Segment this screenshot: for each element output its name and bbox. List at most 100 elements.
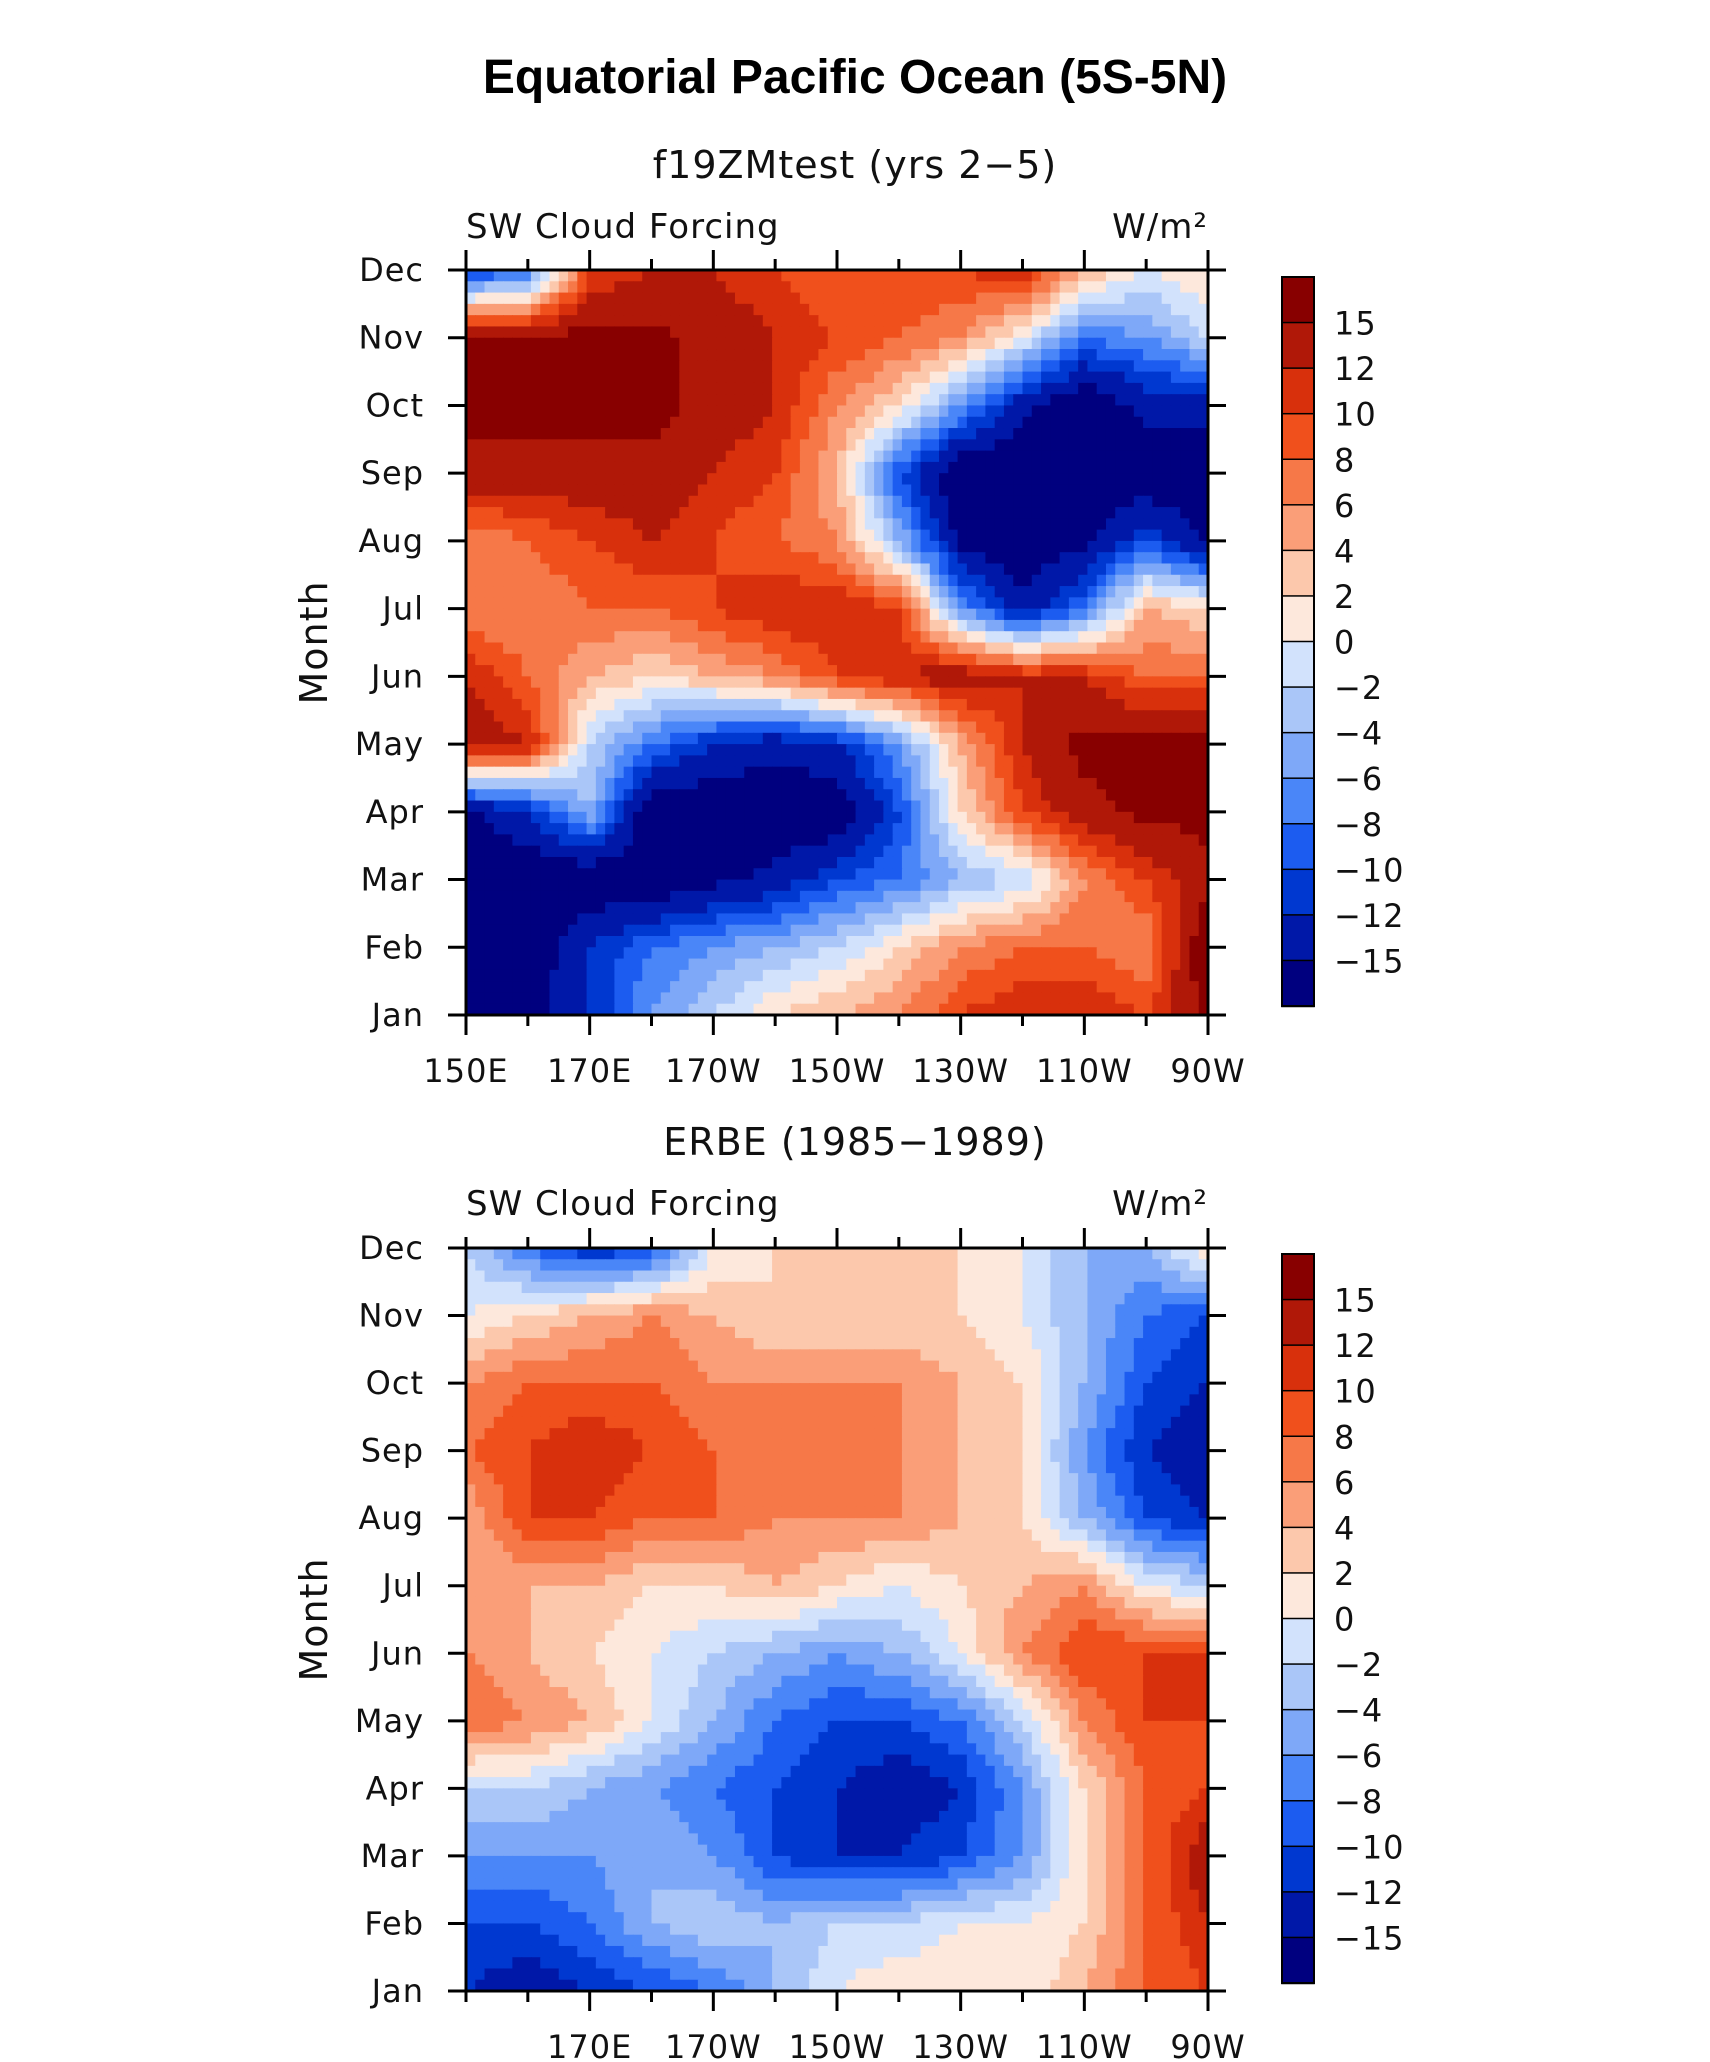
contour-cell: [716, 337, 727, 350]
contour-cell: [957, 902, 968, 915]
contour-cell: [642, 349, 653, 361]
contour-cell: [1180, 416, 1191, 429]
contour-cell: [688, 823, 699, 835]
contour-cell: [1013, 698, 1024, 711]
contour-cell: [892, 473, 903, 486]
contour-cell: [651, 270, 662, 282]
contour-cell: [1170, 879, 1181, 892]
contour-cell: [911, 382, 922, 395]
contour-cell: [1143, 405, 1153, 418]
contour-cell: [1003, 281, 1014, 294]
contour-cell: [799, 890, 810, 903]
contour-cell: [920, 800, 931, 813]
contour-cell: [837, 597, 847, 610]
contour-cell: [642, 653, 653, 666]
contour-cell: [632, 687, 643, 700]
contour-cell: [475, 292, 486, 305]
contour-cell: [660, 879, 671, 892]
contour-cell: [512, 676, 523, 689]
contour-cell: [985, 394, 996, 407]
contour-cell: [586, 687, 597, 700]
contour-cell: [549, 461, 560, 474]
contour-cell: [549, 879, 560, 892]
contour-cell: [939, 461, 949, 474]
contour-cell: [568, 789, 578, 802]
contour-cell: [484, 461, 495, 474]
contour-cell: [883, 461, 894, 474]
contour-cell: [512, 732, 523, 745]
contour-cell: [920, 710, 931, 723]
contour-cell: [855, 890, 866, 903]
contour-cell: [688, 947, 699, 960]
contour-cell: [948, 935, 959, 948]
contour-cell: [586, 744, 597, 756]
contour-cell: [772, 845, 782, 858]
contour-cell: [670, 642, 680, 655]
contour-cell: [920, 270, 931, 282]
contour-cell: [1152, 371, 1163, 384]
contour-cell: [939, 665, 949, 677]
contour-cell: [929, 337, 940, 350]
contour-cell: [623, 326, 634, 339]
contour-cell: [568, 766, 578, 779]
contour-cell: [1143, 461, 1153, 474]
contour-cell: [1013, 811, 1024, 824]
contour-cell: [725, 495, 736, 508]
contour-cell: [1170, 473, 1181, 486]
contour-cell: [1189, 653, 1200, 666]
contour-cell: [892, 676, 903, 689]
contour-cell: [855, 326, 866, 339]
contour-cell: [1068, 845, 1079, 858]
contour-cell: [1050, 586, 1061, 598]
contour-cell: [781, 924, 792, 937]
contour-cell: [734, 744, 745, 756]
contour-cell: [605, 687, 616, 700]
contour-cell: [605, 608, 616, 621]
contour-cell: [1133, 890, 1144, 903]
contour-cell: [892, 811, 903, 824]
contour-cell: [948, 281, 959, 294]
contour-cell: [530, 924, 541, 937]
contour-cell: [1041, 834, 1051, 847]
contour-cell: [1161, 619, 1172, 632]
contour-cell: [1161, 732, 1172, 745]
contour-cell: [540, 619, 551, 632]
contour-cell: [846, 811, 857, 824]
contour-cell: [901, 326, 912, 339]
contour-cell: [1152, 563, 1163, 576]
contour-cell: [503, 935, 513, 948]
contour-cell: [762, 473, 773, 486]
contour-cell: [651, 653, 662, 666]
contour-cell: [558, 958, 569, 971]
contour-cell: [994, 619, 1005, 632]
contour-cell: [1096, 789, 1107, 802]
contour-cell: [1087, 507, 1098, 519]
contour-cell: [577, 337, 588, 350]
contour-cell: [605, 416, 616, 429]
contour-cell: [1078, 405, 1089, 418]
contour-cell: [855, 958, 866, 971]
contour-cell: [1189, 428, 1200, 440]
contour-cell: [892, 292, 903, 305]
contour-cell: [595, 642, 606, 655]
contour-cell: [1022, 744, 1033, 756]
contour-cell: [1003, 552, 1014, 565]
contour-cell: [920, 428, 931, 440]
contour-cell: [614, 326, 625, 339]
contour-cell: [1180, 586, 1191, 598]
contour-cell: [493, 698, 504, 711]
contour-cell: [614, 518, 625, 531]
contour-cell: [994, 766, 1005, 779]
contour-cell: [1022, 461, 1033, 474]
contour-cell: [1096, 507, 1107, 519]
contour-cell: [818, 360, 829, 373]
contour-cell: [762, 281, 773, 294]
contour-cell: [595, 721, 606, 734]
contour-cell: [874, 676, 884, 689]
contour-cell: [883, 811, 894, 824]
contour-cell: [642, 710, 653, 723]
contour-cell: [744, 586, 755, 598]
contour-cell: [1189, 405, 1200, 418]
contour-cell: [901, 270, 912, 282]
contour-cell: [772, 653, 782, 666]
